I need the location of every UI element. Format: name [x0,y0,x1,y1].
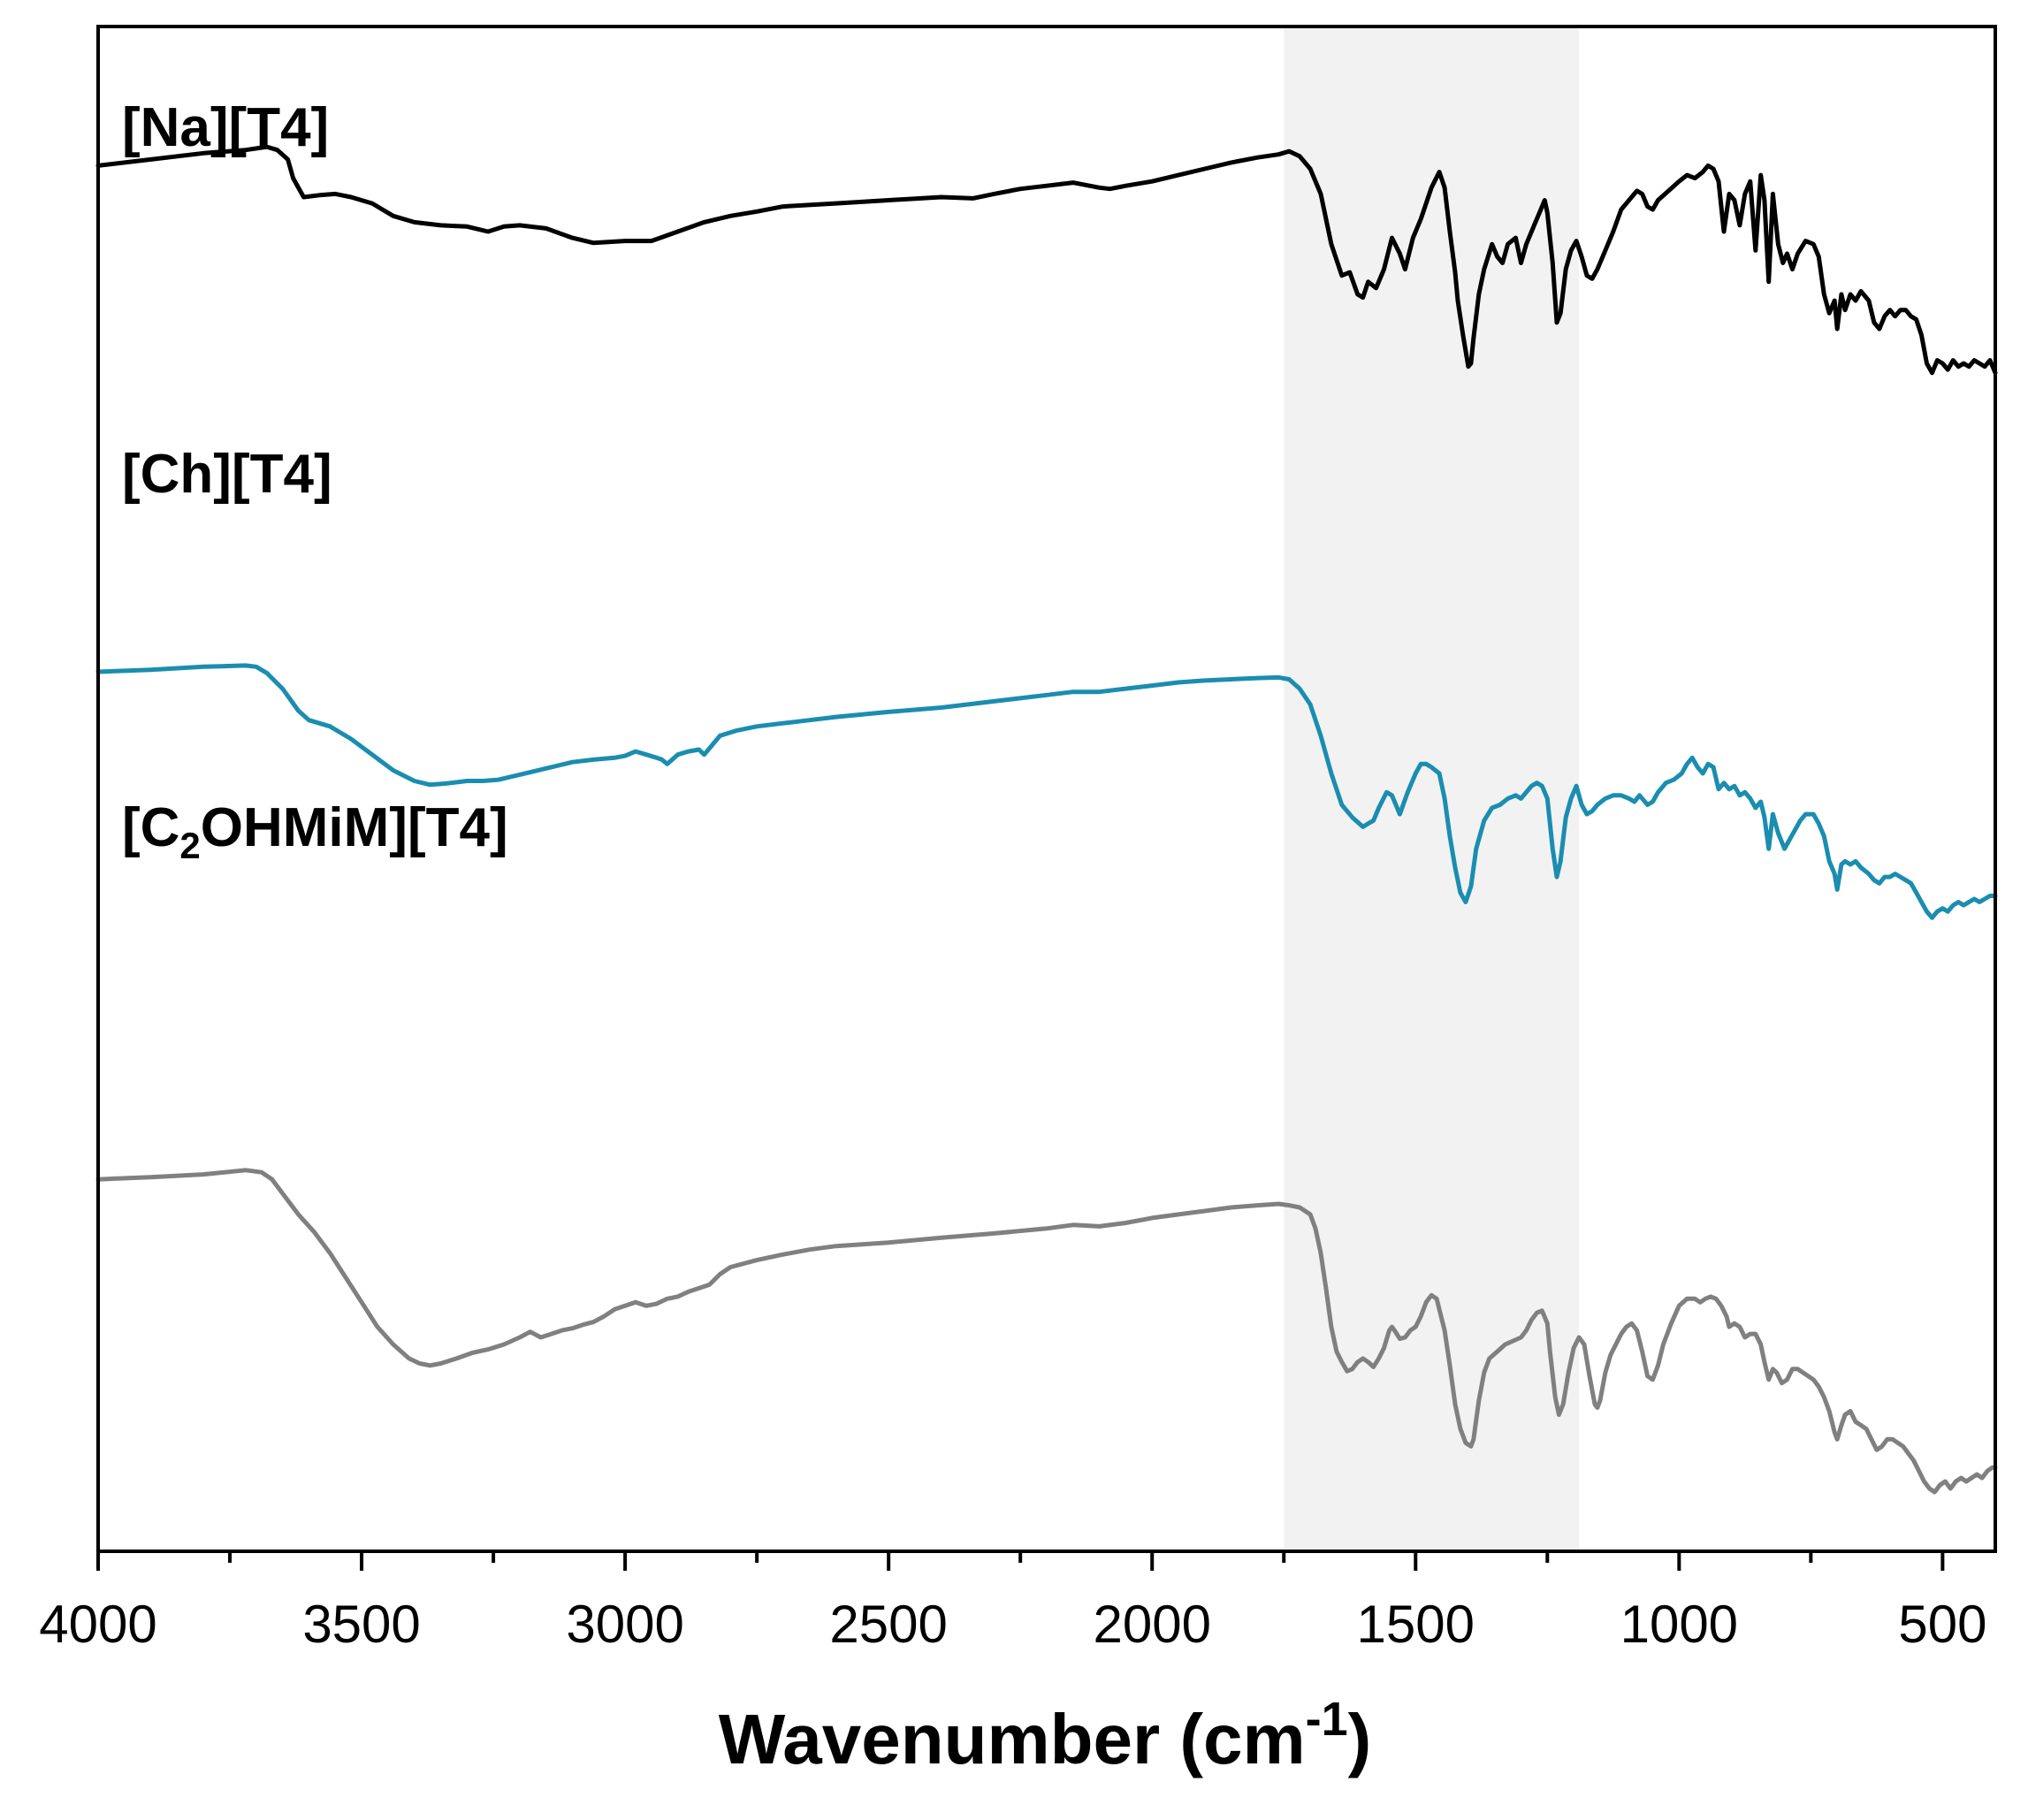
x-tick-label: 2000 [1093,1595,1210,1654]
series-label-part: OHMiM][T4] [201,797,508,858]
shaded-region-layer [1284,27,1580,1551]
x-axis-title-close: ) [1348,1700,1372,1778]
series-label-part: 2 [179,825,200,866]
series-label-part: [Ch][T4] [122,444,332,505]
x-tick-label: 500 [1898,1595,1986,1654]
series-label-part: [Na][T4] [122,97,329,158]
series-label-part: [C [122,797,179,858]
x-axis-title: Wavenumber (cm-1) [719,1693,1372,1778]
x-tick-label: 4000 [39,1595,156,1654]
shaded-region [1284,27,1580,1551]
x-tick-label: 2500 [829,1595,947,1654]
plot-frame [96,25,1997,1553]
series-label-1: [Na][T4] [122,97,329,158]
x-tick-label: 3000 [566,1595,683,1654]
series-label-3: [C2OHMiM][T4] [122,797,508,866]
series-labels-layer: [Na][T4] [Ch][T4] [C2OHMiM][T4] [122,97,508,866]
series-line-2 [95,663,1998,920]
series-label-2: [Ch][T4] [122,444,332,505]
x-tick-label: 1000 [1620,1595,1738,1654]
x-tick-label: 1500 [1357,1595,1475,1654]
spectra-layer [95,144,1998,1495]
x-axis-ticks: 4000 3500 3000 2500 2000 1500 1000 500 [39,1551,1986,1654]
x-axis-title-main: Wavenumber (cm [719,1700,1306,1778]
x-axis-title-superscript: -1 [1306,1693,1348,1746]
series-line-1 [95,144,1998,376]
x-tick-label: 3500 [302,1595,420,1654]
series-line-3 [95,1168,1998,1495]
